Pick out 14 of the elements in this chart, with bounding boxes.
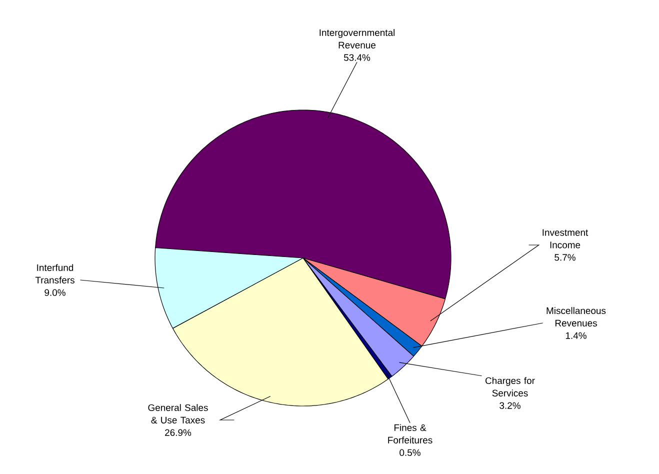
slice-label: Interfund Transfers	[35, 264, 74, 284]
data-label: 3.2%	[500, 402, 520, 409]
data-label: 0.5%	[400, 449, 420, 456]
data-label: 9.0%	[44, 289, 66, 296]
data-label: 1.4%	[566, 332, 586, 339]
slice-label: Intergovernmental Revenue	[320, 29, 395, 48]
slice-label: Fines & Forfeitures	[388, 424, 432, 444]
slice-label: Investment Income	[542, 229, 588, 248]
slice-label: Charges for Services	[486, 377, 535, 396]
slice-label: General Sales & Use Taxes	[148, 404, 208, 424]
slice-label: Miscellaneous Revenues	[546, 307, 606, 326]
data-label: 26.9%	[165, 429, 192, 436]
data-label: 53.4%	[344, 54, 370, 61]
data-label: 5.7%	[554, 254, 576, 261]
